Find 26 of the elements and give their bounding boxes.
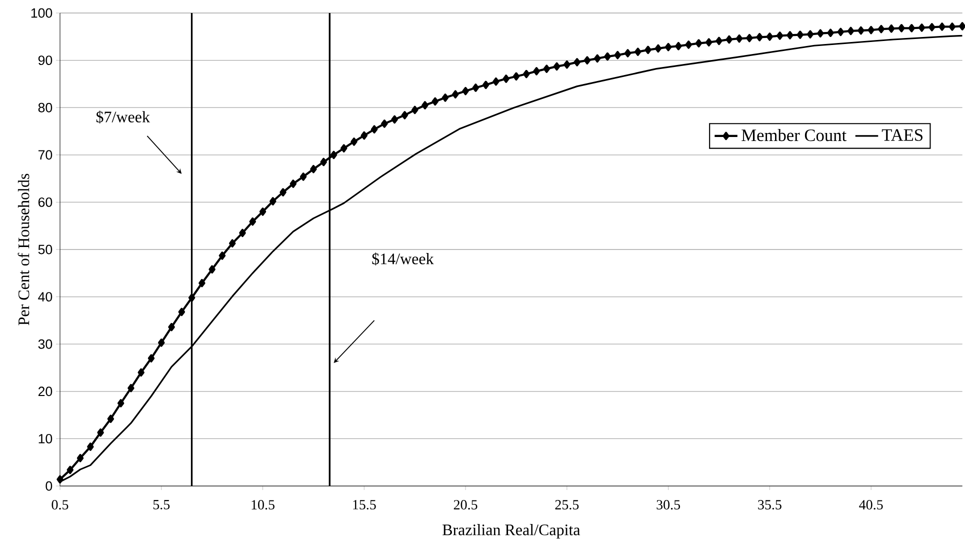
y-tick-label: 20	[38, 386, 52, 396]
y-tick-label: 60	[38, 197, 52, 207]
x-tick-label: 35.5	[758, 500, 782, 510]
y-tick-label: 0	[46, 481, 52, 491]
x-tick-label: 10.5	[252, 500, 274, 510]
y-tick-label: 90	[38, 56, 52, 66]
ref-line-label: $7/week	[96, 110, 150, 124]
y-tick-label: 10	[38, 434, 52, 444]
legend-label: Member Count	[742, 128, 846, 142]
legend-label: TAES	[882, 129, 922, 141]
y-tick-label: 30	[38, 339, 52, 349]
y-tick-label: 80	[38, 102, 52, 112]
x-tick-label: 30.5	[656, 500, 680, 510]
y-tick-label: 70	[38, 150, 52, 160]
x-tick-label: 25.5	[555, 500, 579, 510]
y-tick-label: 50	[38, 244, 52, 254]
x-tick-label: 20.5	[454, 500, 478, 510]
x-tick-label: 15.5	[353, 500, 376, 510]
x-tick-label: 5.5	[153, 500, 170, 510]
ref-line-label: $14/week	[372, 252, 434, 266]
x-axis-title: Brazilian Real/Capita	[442, 524, 580, 539]
x-tick-label: 0.5	[52, 500, 68, 510]
y-axis-title: Per Cent of Households	[18, 174, 30, 326]
y-tick-label: 100	[31, 8, 52, 18]
x-tick-label: 40.5	[859, 500, 883, 510]
y-tick-label: 40	[38, 292, 52, 302]
